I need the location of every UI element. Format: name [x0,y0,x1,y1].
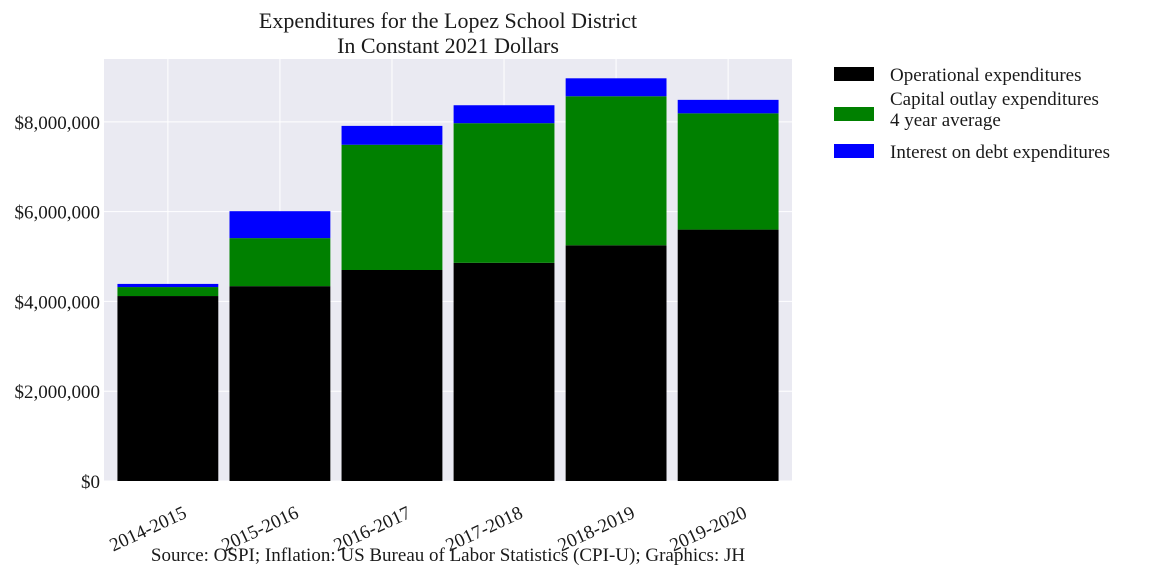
legend-label: Operational expenditures [890,65,1082,86]
y-axis: $0 $2,000,000 $4,000,000 $6,000,000 $8,000,0… [15,113,101,493]
bar-segment-operational [565,245,667,481]
legend-swatch [834,107,874,121]
legend-label: 4 year average [890,110,1001,131]
source-note: Source: OSPI; Inflation: US Bureau of La… [151,545,745,566]
legend-label: Capital outlay expenditures [890,89,1099,110]
bar-segment-interest [565,78,667,97]
y-tick-label: $8,000,000 [15,113,101,134]
bar-segment-operational [677,229,779,481]
bar-segment-capital [565,96,667,246]
bar-segment-capital [341,144,443,270]
bar-segment-interest [341,125,443,145]
bar-segment-operational [341,270,443,481]
bar-segment-interest [117,283,219,288]
bar-segment-interest [677,99,779,114]
y-tick-label: $6,000,000 [15,203,101,224]
bar-segment-capital [677,113,779,230]
y-tick-label: $2,000,000 [15,382,101,403]
chart-title: Expenditures for the Lopez School Distri… [259,8,637,33]
plot-area [104,59,792,481]
bar-segment-interest [453,105,555,124]
bar-segment-operational [453,262,555,481]
legend-swatch [834,67,874,81]
chart-subtitle: In Constant 2021 Dollars [337,33,559,58]
bar-segment-capital [117,287,219,297]
legend-swatch [834,144,874,158]
bar-segment-operational [117,296,219,481]
bar-segment-operational [229,286,331,481]
bar-segment-capital [453,123,555,263]
bars [117,78,779,481]
bar-segment-capital [229,238,331,287]
legend: Operational expenditures Capital outlay e… [834,65,1110,163]
bar-segment-interest [229,211,331,239]
legend-label: Interest on debt expenditures [890,142,1110,163]
y-tick-label: $4,000,000 [15,292,101,313]
y-tick-label: $0 [81,472,100,493]
